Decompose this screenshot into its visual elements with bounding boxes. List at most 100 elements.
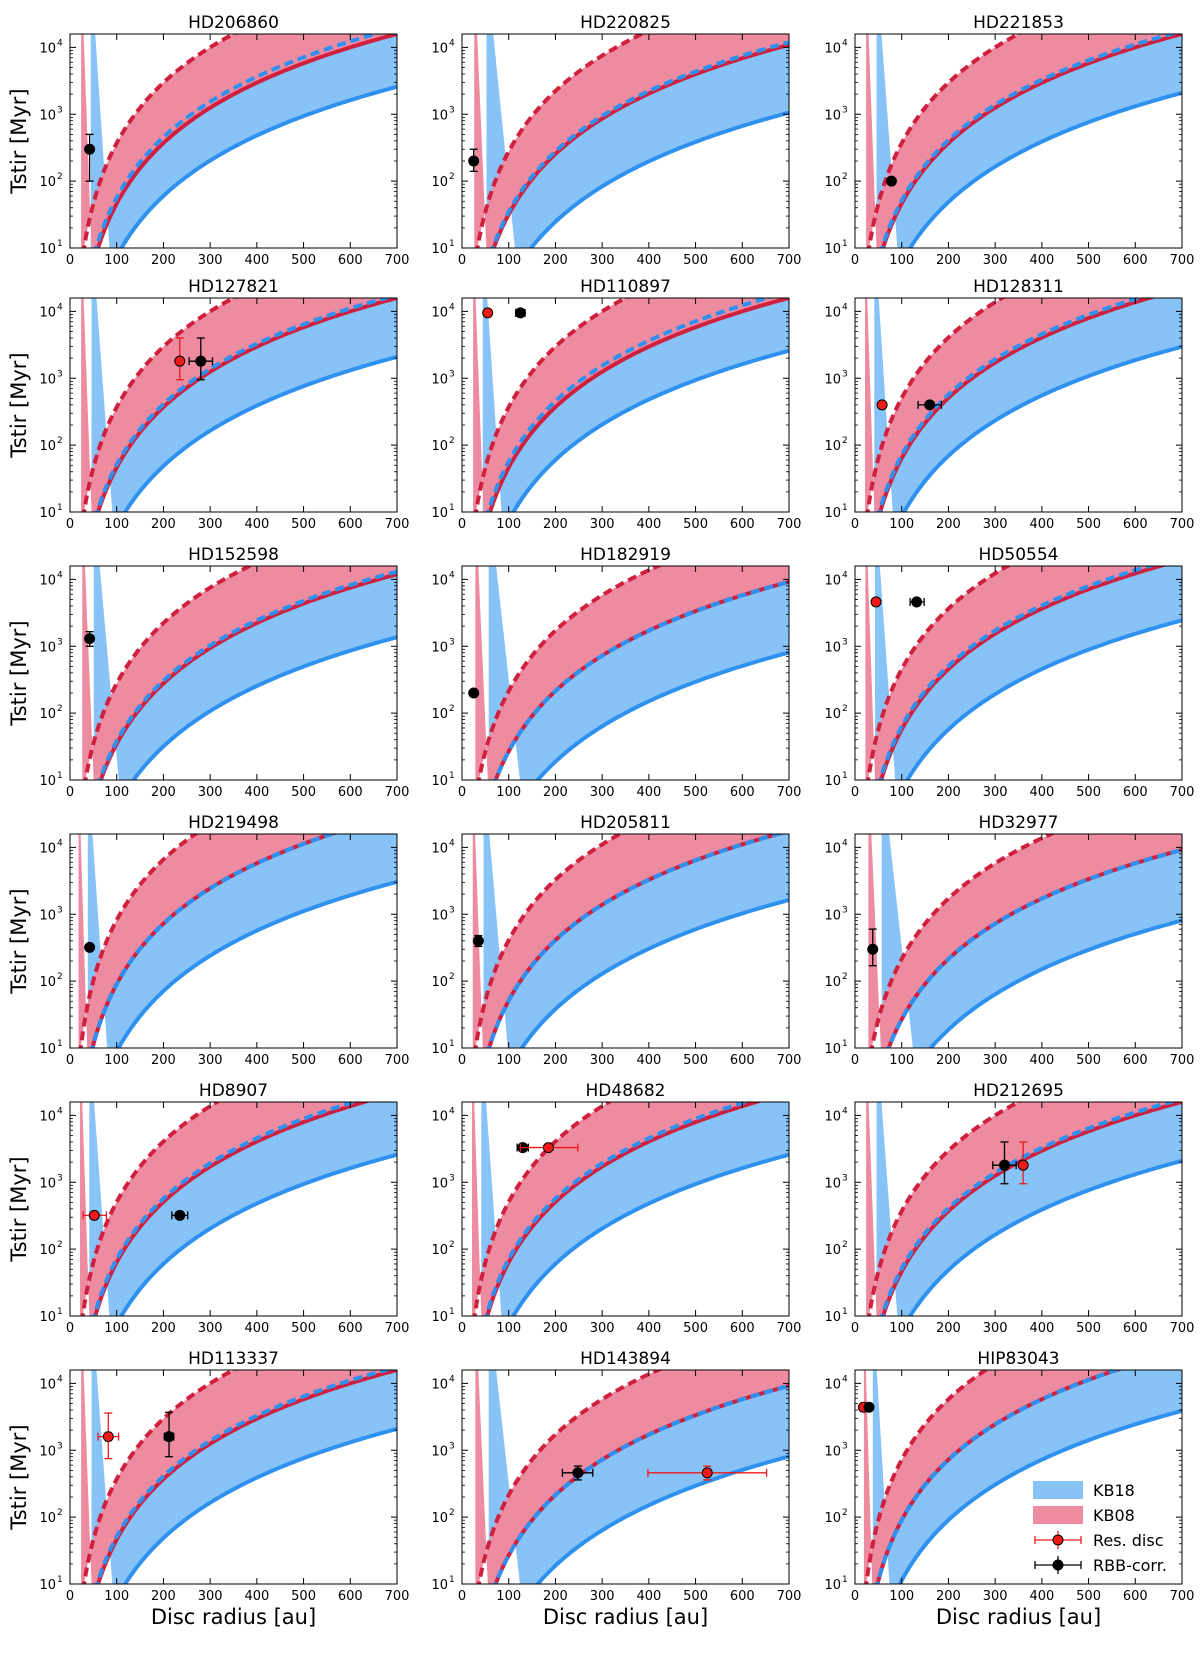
x-tick-label: 100 [496,1321,521,1336]
y-tick-label: 10 [431,41,448,56]
y-tick-label: 10 [431,640,448,655]
x-tick-label: 100 [104,1321,129,1336]
kb18-band [87,834,397,1048]
y-tick-label: 10 [39,707,56,722]
y-tick-exponent: 1 [57,1307,63,1317]
kb08-band [863,1370,1117,1584]
legend-label: KB08 [1093,1506,1135,1525]
kb18-band [486,34,789,248]
y-tick-label: 10 [824,841,841,856]
x-tick-label: 100 [104,1053,129,1068]
kb18-dashed-curve [95,1370,394,1584]
y-tick-exponent: 2 [57,972,63,982]
marker-rbb-corr [468,155,480,167]
y-tick-label: 10 [39,1243,56,1258]
y-tick-label: 10 [824,439,841,454]
y-tick-label: 10 [39,1578,56,1593]
x-tick-label: 400 [244,517,269,532]
x-tick-label: 600 [730,1053,755,1068]
marker-rbb-corr [472,935,484,947]
y-tick-label: 10 [824,1310,841,1325]
marker-res-disc [482,307,494,319]
x-tick-label: 200 [151,1589,176,1604]
y-tick-exponent: 1 [57,503,63,513]
kb18-lower-curve [119,84,397,248]
y-tick-label: 10 [39,175,56,190]
legend-marker [1052,1534,1064,1546]
x-tick-label: 400 [636,1053,661,1068]
x-tick-label: 200 [543,1589,568,1604]
plot-area [81,34,397,248]
x-tick-label: 100 [496,517,521,532]
y-tick-exponent: 1 [449,239,455,249]
y-tick-exponent: 1 [449,1039,455,1049]
x-axis-label: Disc radius [au] [543,1605,708,1629]
x-tick-label: 700 [385,1589,410,1604]
kb08-band [78,834,332,1048]
y-tick-exponent: 2 [842,972,848,982]
y-tick-exponent: 2 [449,972,455,982]
marker-rbb-corr [572,1467,584,1479]
x-tick-label: 300 [590,517,615,532]
y-tick-exponent: 3 [449,1173,455,1183]
panel-title: HD152598 [188,545,279,565]
marker-rbb-corr [468,687,480,699]
data-point [472,934,484,948]
y-tick-label: 10 [431,1243,448,1258]
y-tick-exponent: 4 [842,570,848,580]
y-tick-label: 10 [431,1109,448,1124]
y-tick-exponent: 4 [842,838,848,848]
kb18-dashed-curve [484,1102,753,1316]
y-tick-label: 10 [431,1176,448,1191]
data-point [188,337,214,381]
x-tick-label: 600 [730,1321,755,1336]
kb08-solid-curve [487,298,789,512]
plot-area [473,298,789,512]
x-tick-label: 100 [496,1053,521,1068]
kb18-band [872,1370,1182,1584]
y-tick-exponent: 2 [842,1508,848,1518]
kb18-lower-curve [131,635,397,780]
x-tick-label: 0 [851,253,859,268]
x-tick-label: 700 [385,785,410,800]
panel-title: HIP83043 [977,1349,1059,1369]
y-axis-label: Tstir [Myr] [7,620,31,726]
x-tick-label: 0 [458,517,466,532]
y-tick-label: 10 [824,41,841,56]
kb18-band [488,566,789,780]
x-tick-label: 200 [936,1321,961,1336]
marker-rbb-corr [84,143,96,155]
x-tick-label: 700 [777,1321,802,1336]
x-tick-label: 600 [338,1321,363,1336]
y-tick-label: 10 [431,573,448,588]
x-tick-label: 300 [590,1589,615,1604]
x-tick-label: 200 [543,253,568,268]
y-tick-exponent: 2 [57,436,63,446]
x-tick-label: 700 [385,1321,410,1336]
x-tick-label: 100 [889,517,914,532]
y-tick-label: 10 [431,506,448,521]
y-tick-label: 10 [824,707,841,722]
y-tick-label: 10 [824,975,841,990]
plot-area [468,566,789,780]
x-tick-label: 600 [730,1589,755,1604]
x-tick-label: 700 [1170,1321,1195,1336]
x-tick-label: 0 [66,253,74,268]
y-tick-label: 10 [39,841,56,856]
data-point [84,133,96,182]
kb08-band [82,566,397,780]
kb18-dashed-curve [97,569,397,780]
x-tick-label: 100 [496,1589,521,1604]
panel-title: HD50554 [979,545,1059,565]
y-tick-exponent: 4 [842,1374,848,1384]
marker-rbb-corr [84,633,96,645]
panel-title: HD143894 [580,1349,671,1369]
plot-area [472,834,789,1048]
x-tick-label: 500 [291,1053,316,1068]
plot-area [81,1370,397,1584]
y-tick-label: 10 [431,707,448,722]
x-tick-label: 400 [1029,1053,1054,1068]
